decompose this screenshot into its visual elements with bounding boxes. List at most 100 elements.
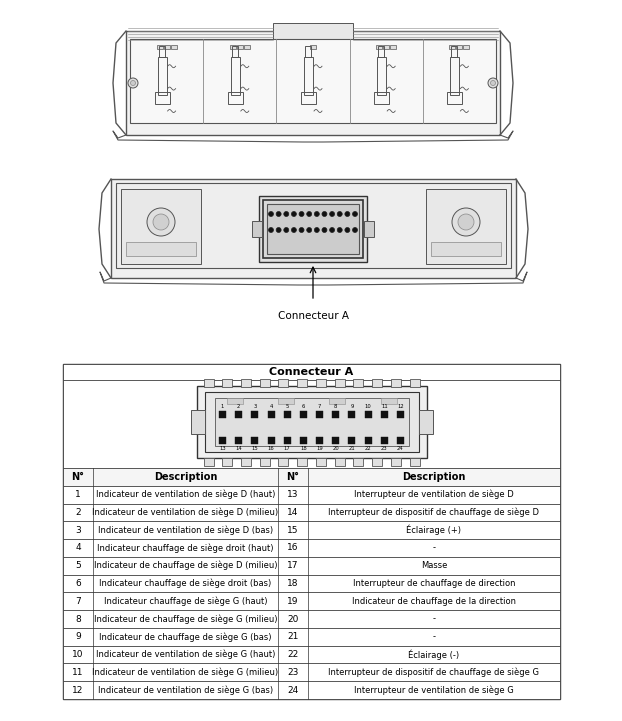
Bar xyxy=(304,57,313,95)
Text: 1: 1 xyxy=(75,490,81,499)
Bar xyxy=(259,196,367,262)
Bar xyxy=(197,386,427,458)
Bar xyxy=(203,458,213,466)
Circle shape xyxy=(314,211,319,216)
Text: 12: 12 xyxy=(72,686,84,694)
Text: 6: 6 xyxy=(302,404,305,409)
Text: 10: 10 xyxy=(72,650,84,659)
Bar xyxy=(353,379,363,387)
Bar xyxy=(381,437,388,444)
Circle shape xyxy=(314,228,319,232)
Bar xyxy=(332,411,339,418)
Circle shape xyxy=(353,228,358,232)
Bar xyxy=(335,458,345,466)
Bar xyxy=(63,681,560,699)
Text: 4: 4 xyxy=(75,544,81,552)
Text: 18: 18 xyxy=(300,446,307,451)
Bar xyxy=(231,57,240,95)
Text: 19: 19 xyxy=(316,446,323,451)
Text: 5: 5 xyxy=(285,404,289,409)
Text: 18: 18 xyxy=(287,579,299,588)
Bar xyxy=(203,379,213,387)
Text: 21: 21 xyxy=(287,632,299,641)
Bar xyxy=(284,437,290,444)
Circle shape xyxy=(345,228,350,232)
Bar xyxy=(222,379,232,387)
Circle shape xyxy=(292,228,297,232)
Circle shape xyxy=(292,211,297,216)
Bar xyxy=(279,379,289,387)
Bar xyxy=(259,458,270,466)
Text: Indicateur de ventilation de siège D (haut): Indicateur de ventilation de siège D (ha… xyxy=(96,490,275,500)
Text: 2: 2 xyxy=(237,404,240,409)
Bar xyxy=(215,398,409,446)
Bar xyxy=(63,503,560,521)
Bar xyxy=(164,45,170,49)
Text: 23: 23 xyxy=(287,668,299,677)
Circle shape xyxy=(128,78,138,88)
Circle shape xyxy=(491,81,496,86)
Bar xyxy=(63,539,560,557)
Bar xyxy=(450,57,460,95)
Bar xyxy=(381,411,388,418)
Bar xyxy=(300,437,307,444)
Circle shape xyxy=(299,211,304,216)
Text: Indicateur chauffage de siège droit (bas): Indicateur chauffage de siège droit (bas… xyxy=(100,579,272,588)
Bar xyxy=(63,593,560,610)
Text: 15: 15 xyxy=(287,526,299,535)
Text: Connecteur A: Connecteur A xyxy=(277,311,348,321)
Bar xyxy=(116,183,511,268)
Bar xyxy=(397,411,404,418)
Bar xyxy=(452,46,457,57)
Text: Interrupteur de chauffage de direction: Interrupteur de chauffage de direction xyxy=(353,579,515,588)
Bar xyxy=(348,411,355,418)
Text: 24: 24 xyxy=(287,686,299,694)
Bar xyxy=(63,521,560,539)
Bar xyxy=(63,557,560,575)
Text: Éclairage (-): Éclairage (-) xyxy=(409,650,460,660)
Text: 22: 22 xyxy=(287,650,299,659)
Text: 15: 15 xyxy=(251,446,258,451)
Bar xyxy=(170,45,177,49)
Bar xyxy=(297,458,307,466)
Bar xyxy=(121,189,201,264)
Bar xyxy=(364,437,371,444)
Bar xyxy=(63,364,560,380)
Bar xyxy=(348,437,355,444)
Circle shape xyxy=(330,211,335,216)
Text: 16: 16 xyxy=(267,446,274,451)
Bar xyxy=(450,45,455,49)
Text: 13: 13 xyxy=(287,490,299,499)
Text: N°: N° xyxy=(287,472,300,482)
Text: Connecteur A: Connecteur A xyxy=(269,367,354,377)
Text: 1: 1 xyxy=(221,404,224,409)
Text: 11: 11 xyxy=(72,668,84,677)
Text: Description: Description xyxy=(402,472,466,482)
Text: 16: 16 xyxy=(287,544,299,552)
Bar xyxy=(63,364,560,699)
Text: Indicateur de ventilation de siège G (bas): Indicateur de ventilation de siège G (ba… xyxy=(98,686,273,695)
Bar xyxy=(63,380,560,468)
Bar xyxy=(63,468,560,486)
Text: 2: 2 xyxy=(75,508,81,517)
Bar xyxy=(63,646,560,663)
Text: 9: 9 xyxy=(75,632,81,641)
Text: 14: 14 xyxy=(235,446,242,451)
Circle shape xyxy=(452,208,480,236)
Text: Description: Description xyxy=(154,472,217,482)
Bar xyxy=(378,46,384,57)
Text: Interrupteur de dispositif de chauffage de siège D: Interrupteur de dispositif de chauffage … xyxy=(328,508,539,517)
Text: 17: 17 xyxy=(284,446,290,451)
Bar xyxy=(372,458,382,466)
Bar xyxy=(391,379,401,387)
Bar xyxy=(126,242,196,256)
Circle shape xyxy=(299,228,304,232)
Text: 4: 4 xyxy=(269,404,272,409)
Bar xyxy=(241,379,251,387)
Bar xyxy=(409,379,419,387)
Text: 19: 19 xyxy=(287,597,299,606)
Bar xyxy=(244,45,250,49)
Bar xyxy=(316,437,323,444)
Circle shape xyxy=(284,228,289,232)
Text: Indicateur de ventilation de siège G (haut): Indicateur de ventilation de siège G (ha… xyxy=(96,650,275,659)
